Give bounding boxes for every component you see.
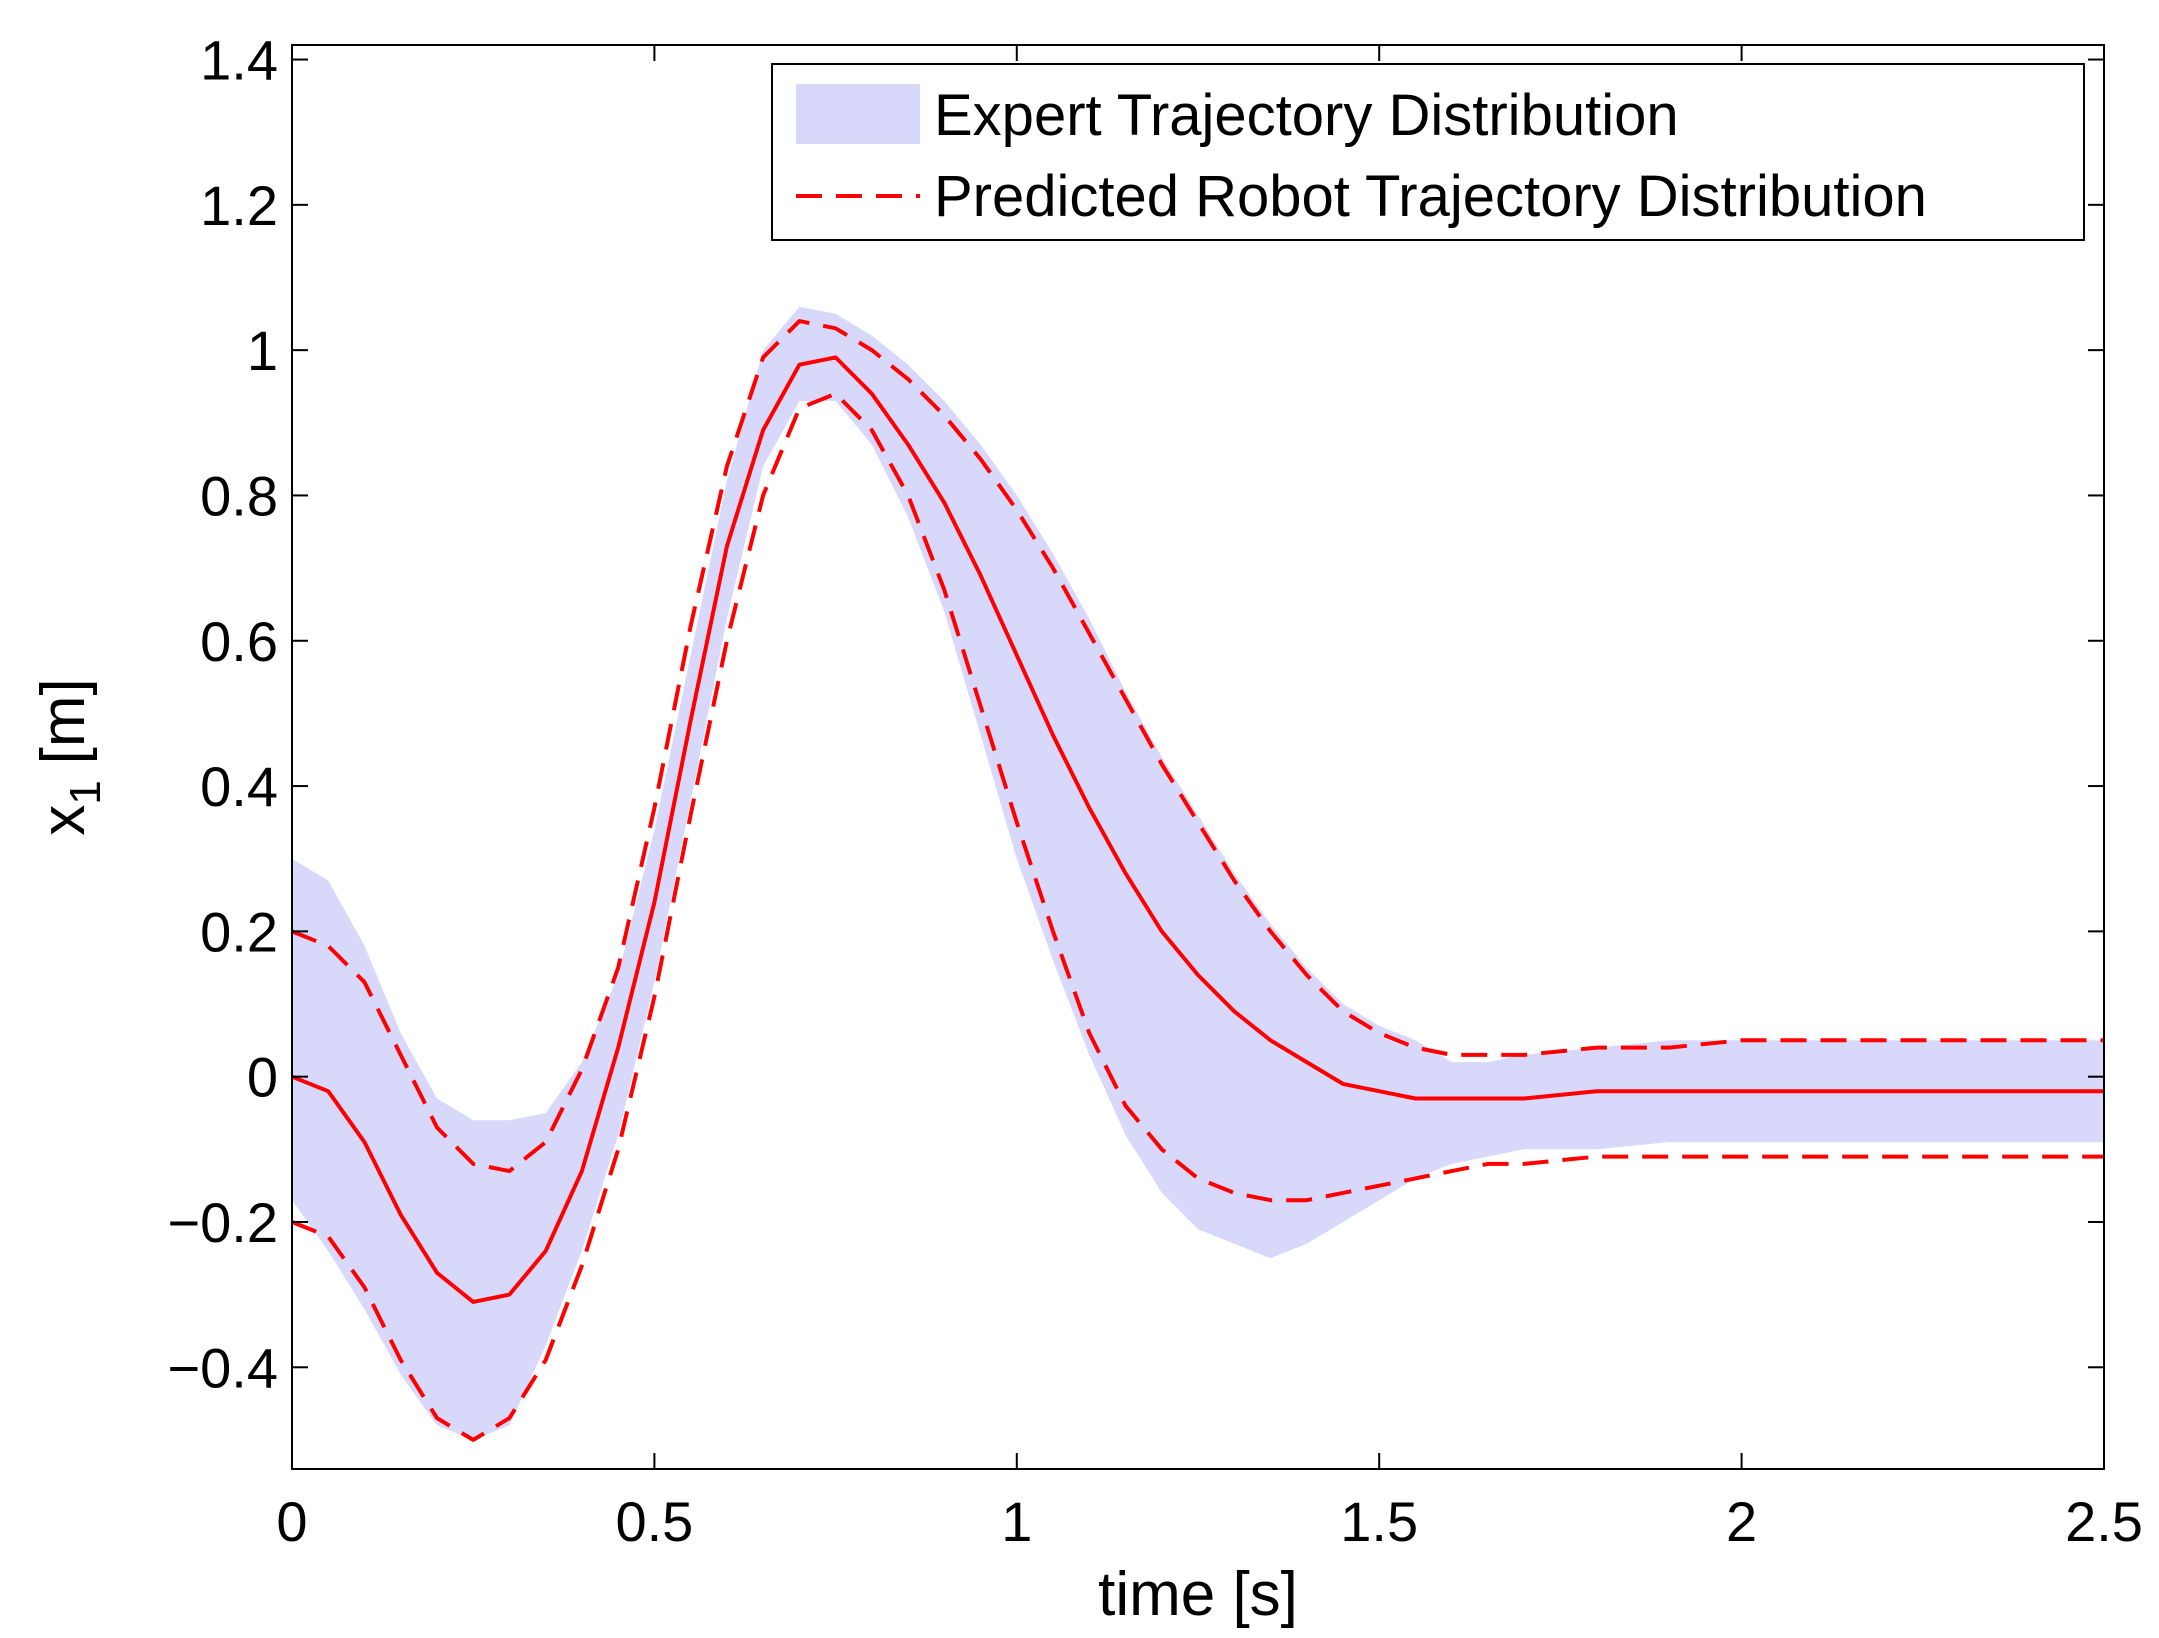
y-tick-label: 1.4: [200, 29, 278, 92]
y-tick-label: −0.2: [167, 1191, 278, 1254]
legend-band-swatch: [796, 84, 920, 144]
y-tick-label: 1: [247, 319, 278, 382]
y-tick-label: 0.2: [200, 900, 278, 963]
predicted-upper-bound-line: [291, 319, 2104, 1174]
legend-label-predicted: Predicted Robot Trajectory Distribution: [934, 164, 1927, 229]
axes-frame: [291, 44, 2105, 1470]
x-tick-label: 2.5: [2065, 1490, 2143, 1553]
y-tick-label: 0.8: [200, 464, 278, 527]
legend-box: [771, 63, 2085, 241]
y-tick-label: −0.4: [167, 1336, 278, 1399]
x-tick-label: 1.5: [1340, 1490, 1418, 1553]
y-axis-label-subscript: 1: [61, 780, 110, 804]
y-axis-label-unit: [m]: [29, 678, 98, 764]
y-tick-label: 1.2: [200, 174, 278, 237]
x-tick-label: 1: [1001, 1490, 1032, 1553]
predicted-mean-line: [291, 355, 2104, 1304]
plot-layer: [291, 306, 2104, 1442]
expert-distribution-band: [292, 306, 2104, 1440]
x-tick-label: 0: [276, 1490, 307, 1553]
y-tick-label: 0.4: [200, 755, 278, 818]
y-axis-label-main: x: [29, 805, 98, 836]
y-axis-label: x1 [m]: [29, 678, 110, 836]
predicted-lower-bound-line: [291, 391, 2104, 1442]
y-tick-label: 0: [247, 1046, 278, 1109]
x-tick-label: 0.5: [615, 1490, 693, 1553]
svg-text:x1[m]: x1 [m]: [29, 678, 110, 836]
y-tick-label: 0.6: [200, 610, 278, 673]
x-axis-label: time [s]: [1098, 1560, 1298, 1629]
ticks-layer: 0 0.5 1 1.5 2 2.5 −0.4 −0.2 0 0.2 0.4 0.6 0.8 1 1.2 1.4: [167, 29, 2142, 1553]
legend: Expert Trajectory Distribution Predicted…: [771, 63, 2085, 241]
legend-label-expert: Expert Trajectory Distribution: [934, 83, 1679, 148]
x-tick-label: 2: [1726, 1490, 1757, 1553]
